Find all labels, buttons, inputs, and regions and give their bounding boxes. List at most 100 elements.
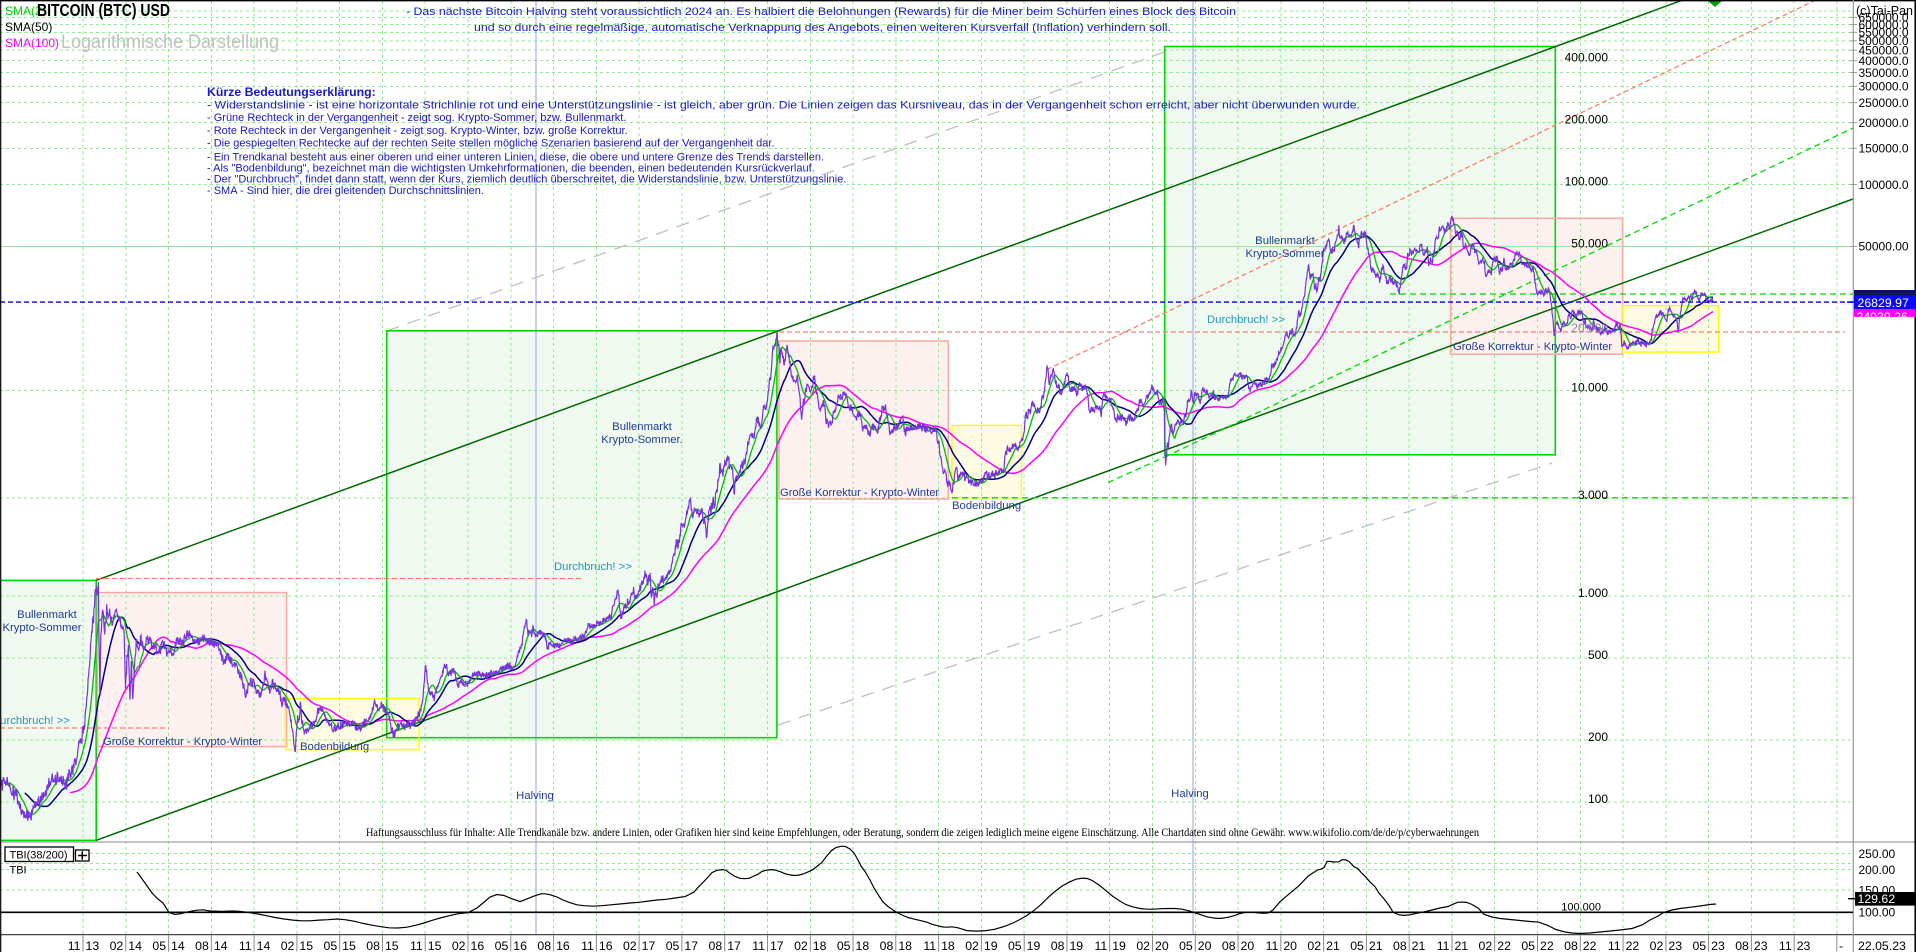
- svg-text:18: 18: [813, 939, 827, 952]
- svg-text:150000.0: 150000.0: [1859, 142, 1909, 156]
- svg-text:16: 16: [556, 939, 570, 952]
- svg-text:15: 15: [385, 939, 399, 952]
- svg-text:17: 17: [684, 939, 698, 952]
- svg-text:19: 19: [1069, 939, 1083, 952]
- svg-text:22: 22: [1626, 939, 1640, 952]
- svg-text:14: 14: [171, 939, 185, 952]
- svg-text:Bullenmarkt: Bullenmarkt: [1255, 235, 1316, 247]
- svg-text:23: 23: [1668, 939, 1682, 952]
- svg-text:- SMA - Sind hier, die drei gl: - SMA - Sind hier, die drei gleitenden D…: [207, 185, 484, 197]
- svg-text:22: 22: [1497, 939, 1511, 952]
- svg-text:600000.0: 600000.0: [1859, 18, 1909, 32]
- svg-text:SMA(2: SMA(2: [5, 4, 42, 18]
- svg-text:50.000: 50.000: [1571, 236, 1608, 250]
- svg-text:05: 05: [1008, 939, 1022, 952]
- svg-text:SMA(50): SMA(50): [5, 20, 52, 34]
- svg-text:08: 08: [1051, 939, 1065, 952]
- svg-text:11: 11: [1437, 939, 1450, 952]
- svg-text:08: 08: [880, 939, 894, 952]
- svg-text:19: 19: [1027, 939, 1041, 952]
- svg-text:250000.0: 250000.0: [1859, 96, 1909, 110]
- svg-text:450000.0: 450000.0: [1859, 44, 1909, 58]
- svg-text:11: 11: [239, 939, 252, 952]
- svg-text:Logarithmische Darstellung: Logarithmische Darstellung: [61, 31, 279, 53]
- svg-text:26829.97: 26829.97: [1858, 296, 1909, 310]
- svg-text:11: 11: [923, 939, 936, 952]
- svg-text:02: 02: [1307, 939, 1321, 952]
- svg-text:20.000: 20.000: [1571, 321, 1608, 335]
- svg-text:Große Korrektur - Krypto-Winte: Große Korrektur - Krypto-Winter: [103, 736, 262, 748]
- svg-text:Bullenmarkt: Bullenmarkt: [612, 421, 673, 433]
- svg-text:100.000: 100.000: [1561, 902, 1601, 914]
- svg-text:08: 08: [1564, 939, 1578, 952]
- svg-text:650000.0: 650000.0: [1859, 11, 1909, 25]
- svg-text:100.00: 100.00: [1859, 906, 1896, 920]
- svg-text:08: 08: [1222, 939, 1236, 952]
- svg-text:- Als "Bodenbildung", bezeichn: - Als "Bodenbildung", bezeichnet man die…: [207, 163, 815, 175]
- svg-text:200.00: 200.00: [1859, 863, 1896, 877]
- svg-text:18: 18: [941, 939, 955, 952]
- svg-text:- Widerstandslinie - ist eine: - Widerstandslinie - ist eine horizontal…: [207, 100, 1360, 112]
- svg-text:14: 14: [128, 939, 142, 952]
- svg-text:21: 21: [1412, 939, 1426, 952]
- svg-text:02: 02: [623, 939, 637, 952]
- svg-text:11: 11: [752, 939, 765, 952]
- svg-text:Durchbruch! >>: Durchbruch! >>: [0, 715, 70, 727]
- svg-text:11: 11: [1608, 939, 1621, 952]
- svg-text:17: 17: [727, 939, 741, 952]
- svg-text:400.000: 400.000: [1565, 51, 1609, 65]
- svg-text:02: 02: [281, 939, 295, 952]
- svg-text:500: 500: [1588, 648, 1608, 662]
- svg-text:300000.0: 300000.0: [1859, 80, 1909, 94]
- svg-text:11: 11: [581, 939, 594, 952]
- svg-text:08: 08: [709, 939, 723, 952]
- svg-text:Durchbruch! >>: Durchbruch! >>: [554, 561, 632, 573]
- svg-text:Große Korrektur - Krypto-Winte: Große Korrektur - Krypto-Winter: [1453, 341, 1612, 353]
- svg-text:05: 05: [666, 939, 680, 952]
- svg-text:19: 19: [1112, 939, 1126, 952]
- svg-text:250.00: 250.00: [1859, 847, 1896, 861]
- svg-text:200: 200: [1588, 730, 1608, 744]
- svg-text:100000.0: 100000.0: [1859, 178, 1909, 192]
- svg-text:Haftungsausschluss für Inhalte: Haftungsausschluss für Inhalte: Alle Tre…: [366, 825, 1479, 839]
- svg-text:15: 15: [299, 939, 313, 952]
- svg-text:- Das nächste Bitcoin Halving: - Das nächste Bitcoin Halving steht vora…: [406, 6, 1236, 18]
- svg-text:- Ein Trendkanal besteht aus e: - Ein Trendkanal besteht aus einer obere…: [207, 152, 824, 164]
- svg-text:02: 02: [110, 939, 124, 952]
- svg-text:16: 16: [471, 939, 485, 952]
- svg-text:11: 11: [1266, 939, 1279, 952]
- svg-text:20: 20: [1155, 939, 1169, 952]
- svg-text:19: 19: [984, 939, 998, 952]
- svg-text:02: 02: [794, 939, 808, 952]
- svg-text:05: 05: [323, 939, 337, 952]
- svg-text:14: 14: [214, 939, 228, 952]
- svg-text:02: 02: [452, 939, 466, 952]
- svg-text:Bodenbildung: Bodenbildung: [952, 500, 1021, 512]
- svg-text:21: 21: [1369, 939, 1383, 952]
- svg-text:02: 02: [1650, 939, 1664, 952]
- svg-text:22.05.23: 22.05.23: [1858, 939, 1906, 952]
- svg-text:22: 22: [1583, 939, 1597, 952]
- svg-text:Halving: Halving: [1171, 788, 1209, 800]
- svg-text:02: 02: [1479, 939, 1493, 952]
- svg-text:Krypto-Sommer.: Krypto-Sommer.: [601, 434, 683, 446]
- svg-text:200.000: 200.000: [1565, 113, 1609, 127]
- svg-text:15: 15: [342, 939, 356, 952]
- svg-text:23: 23: [1711, 939, 1725, 952]
- svg-text:350000.0: 350000.0: [1859, 66, 1909, 80]
- svg-text:14: 14: [257, 939, 271, 952]
- svg-text:18: 18: [856, 939, 870, 952]
- svg-text:16: 16: [599, 939, 613, 952]
- svg-text:- Der "Durchbruch", findet dan: - Der "Durchbruch", findet dann statt, w…: [207, 174, 846, 186]
- svg-text:21: 21: [1454, 939, 1468, 952]
- svg-text:Krypto-Sommer: Krypto-Sommer: [1245, 248, 1324, 260]
- svg-text:21: 21: [1326, 939, 1340, 952]
- svg-text:und so durch eine regelmäßige,: und so durch eine regelmäßige, automatis…: [474, 22, 1171, 34]
- svg-text:05: 05: [1350, 939, 1364, 952]
- svg-text:Halving: Halving: [516, 790, 554, 802]
- svg-text:-: -: [1839, 939, 1843, 952]
- svg-text:TBI: TBI: [10, 865, 27, 877]
- svg-text:11: 11: [68, 939, 81, 952]
- svg-text:18: 18: [898, 939, 912, 952]
- svg-text:400000.0: 400000.0: [1859, 54, 1909, 68]
